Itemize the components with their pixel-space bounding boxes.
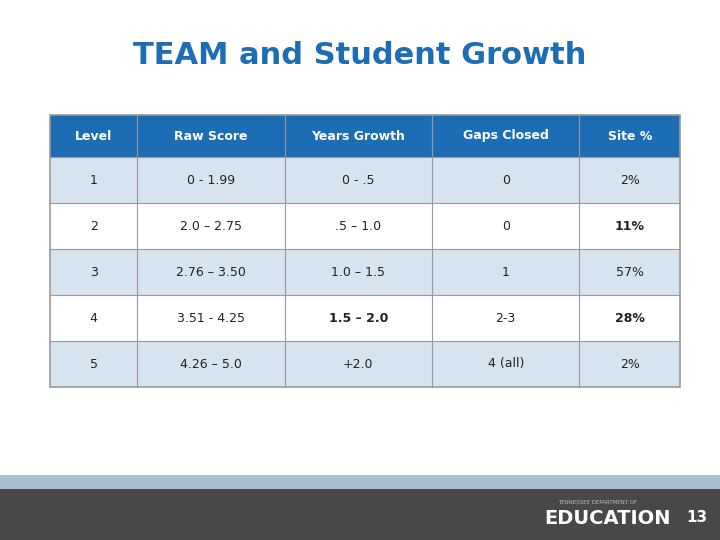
FancyBboxPatch shape [50,203,137,249]
FancyBboxPatch shape [50,157,137,203]
FancyBboxPatch shape [0,475,720,489]
Text: Site %: Site % [608,130,652,143]
FancyBboxPatch shape [0,489,720,540]
FancyBboxPatch shape [284,295,432,341]
Text: 2.0 – 2.75: 2.0 – 2.75 [180,219,242,233]
Text: 13: 13 [686,510,708,524]
Text: Raw Score: Raw Score [174,130,248,143]
Text: .5 – 1.0: .5 – 1.0 [336,219,382,233]
Text: TEAM and Student Growth: TEAM and Student Growth [133,40,587,70]
Text: 0: 0 [502,219,510,233]
FancyBboxPatch shape [432,295,580,341]
FancyBboxPatch shape [432,115,580,157]
Text: 4 (all): 4 (all) [487,357,524,370]
FancyBboxPatch shape [432,341,580,387]
Text: 0 - .5: 0 - .5 [342,173,374,186]
FancyBboxPatch shape [284,157,432,203]
FancyBboxPatch shape [284,203,432,249]
Text: +2.0: +2.0 [343,357,374,370]
FancyBboxPatch shape [137,295,284,341]
Text: 4: 4 [89,312,97,325]
Text: 4.26 – 5.0: 4.26 – 5.0 [180,357,242,370]
Text: 2%: 2% [620,173,639,186]
Text: EDUCATION: EDUCATION [544,510,670,529]
FancyBboxPatch shape [50,295,137,341]
FancyBboxPatch shape [137,157,284,203]
Text: 1: 1 [89,173,97,186]
FancyBboxPatch shape [580,249,680,295]
FancyBboxPatch shape [50,115,137,157]
Text: 11%: 11% [615,219,644,233]
Text: 57%: 57% [616,266,644,279]
Text: Level: Level [75,130,112,143]
Text: 3.51 - 4.25: 3.51 - 4.25 [177,312,245,325]
FancyBboxPatch shape [50,249,137,295]
FancyBboxPatch shape [137,203,284,249]
FancyBboxPatch shape [580,157,680,203]
Text: 3: 3 [89,266,97,279]
FancyBboxPatch shape [284,249,432,295]
FancyBboxPatch shape [580,203,680,249]
FancyBboxPatch shape [137,249,284,295]
Text: 2: 2 [89,219,97,233]
FancyBboxPatch shape [432,249,580,295]
Text: 2-3: 2-3 [495,312,516,325]
Text: Years Growth: Years Growth [311,130,405,143]
Text: 2%: 2% [620,357,639,370]
Text: Gaps Closed: Gaps Closed [463,130,549,143]
Text: 1: 1 [502,266,510,279]
Text: 1.5 – 2.0: 1.5 – 2.0 [328,312,388,325]
FancyBboxPatch shape [284,115,432,157]
FancyBboxPatch shape [580,115,680,157]
FancyBboxPatch shape [137,341,284,387]
FancyBboxPatch shape [432,203,580,249]
FancyBboxPatch shape [137,115,284,157]
FancyBboxPatch shape [284,341,432,387]
Text: TENNESSEE DEPARTMENT OF: TENNESSEE DEPARTMENT OF [559,501,638,505]
Text: 1.0 – 1.5: 1.0 – 1.5 [331,266,385,279]
Text: 0: 0 [502,173,510,186]
FancyBboxPatch shape [580,341,680,387]
Text: 28%: 28% [615,312,644,325]
FancyBboxPatch shape [580,295,680,341]
FancyBboxPatch shape [432,157,580,203]
Text: 5: 5 [89,357,98,370]
FancyBboxPatch shape [50,341,137,387]
Text: 2.76 – 3.50: 2.76 – 3.50 [176,266,246,279]
Text: 0 - 1.99: 0 - 1.99 [186,173,235,186]
